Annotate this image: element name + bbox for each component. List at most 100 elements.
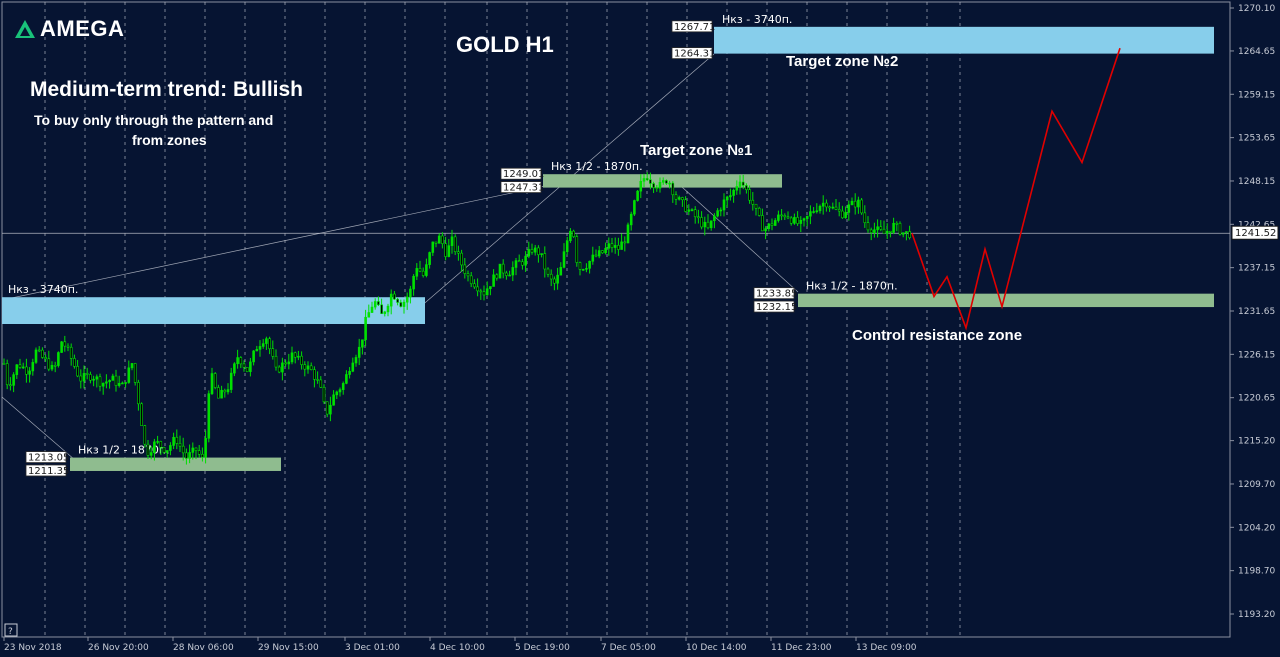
candle-body <box>50 364 54 370</box>
price-tick-label: 1270.10 <box>1238 4 1275 14</box>
candle <box>207 390 211 443</box>
candle-body <box>370 306 374 313</box>
candle-body <box>505 272 508 276</box>
candle <box>578 261 582 276</box>
candle-body <box>130 363 134 369</box>
candle <box>434 241 438 248</box>
time-tick-label: 23 Nov 2018 <box>4 643 62 653</box>
price-tag-box <box>753 300 795 313</box>
candle-body <box>207 393 211 439</box>
candle <box>130 363 134 371</box>
candle <box>626 222 630 244</box>
candle <box>383 310 387 317</box>
candle-body <box>57 352 60 366</box>
candle <box>597 245 601 259</box>
candle <box>495 273 499 281</box>
candle-body <box>229 372 233 390</box>
candle-body <box>261 343 265 347</box>
candle <box>553 276 556 291</box>
candle <box>620 233 623 250</box>
candle-body <box>882 228 886 234</box>
candle-body <box>124 382 127 384</box>
candle <box>89 371 92 384</box>
candle <box>517 254 521 263</box>
candle-body <box>581 269 585 271</box>
candle-body <box>213 373 217 388</box>
candle-body <box>905 231 908 233</box>
candle <box>127 360 131 384</box>
candle-body <box>738 181 742 187</box>
candle <box>15 364 19 379</box>
candle <box>44 354 47 362</box>
candle <box>882 220 886 234</box>
time-tick-label: 4 Dec 10:00 <box>430 643 485 653</box>
candle <box>370 301 374 314</box>
candle <box>169 442 172 456</box>
candle-body <box>393 293 396 300</box>
candle <box>709 220 713 231</box>
candle-body <box>770 223 774 226</box>
price-tag-value: 1249.01 <box>503 169 544 180</box>
candle-body <box>895 222 899 225</box>
candle-body <box>889 230 892 233</box>
candle-body <box>789 217 793 224</box>
candle <box>213 372 217 390</box>
candle <box>556 267 559 290</box>
candle <box>649 172 652 190</box>
candle-body <box>777 214 780 221</box>
candle-body <box>25 366 28 375</box>
price-tick-label: 1215.20 <box>1238 437 1275 447</box>
candle-body <box>92 378 95 381</box>
candle <box>444 236 447 261</box>
candle-body <box>697 216 700 219</box>
candle <box>668 180 671 189</box>
candle-body <box>511 267 515 276</box>
candle-body <box>517 260 521 263</box>
candle <box>645 172 649 182</box>
candle-body <box>76 366 79 377</box>
candle <box>409 285 412 304</box>
candle <box>498 263 502 279</box>
candle-body <box>652 183 655 188</box>
price-tick-label: 1242.65 <box>1238 220 1275 230</box>
price-tag-box <box>25 451 67 463</box>
candle-body <box>713 215 716 222</box>
candle <box>82 365 86 389</box>
candle <box>345 370 348 385</box>
candle <box>274 349 278 371</box>
price-tag-box <box>671 20 713 33</box>
candle <box>428 251 431 269</box>
candle <box>140 402 143 426</box>
candle-body <box>492 274 495 287</box>
candle-body <box>73 358 76 367</box>
candle-body <box>575 236 579 263</box>
time-tick-label: 7 Dec 05:00 <box>601 643 656 653</box>
candle <box>191 442 195 460</box>
candle <box>21 362 25 370</box>
corner-button-label: ? <box>8 627 13 637</box>
candle-body <box>277 366 281 373</box>
candle-body <box>252 350 255 363</box>
candle-body <box>95 376 99 380</box>
candle <box>2 358 6 365</box>
candle <box>764 226 767 240</box>
candle-body <box>364 316 367 341</box>
candle <box>76 359 79 378</box>
candle <box>252 350 255 366</box>
candle-body <box>149 452 153 456</box>
candle <box>873 222 876 238</box>
candle <box>258 340 262 357</box>
candle <box>389 289 393 315</box>
candle-body <box>293 352 297 358</box>
candle-body <box>204 437 207 458</box>
candle-body <box>527 249 531 257</box>
candle-body <box>329 404 332 415</box>
candle <box>869 227 873 241</box>
candle-body <box>201 453 204 458</box>
candle <box>447 239 451 258</box>
candle-body <box>812 211 815 213</box>
candle <box>357 338 361 366</box>
candle-body <box>569 230 572 242</box>
